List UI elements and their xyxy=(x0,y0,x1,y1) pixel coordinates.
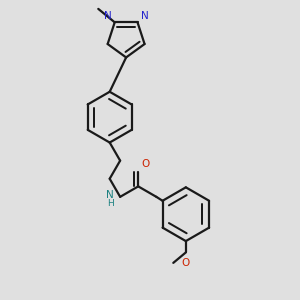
Text: N: N xyxy=(106,190,114,200)
Text: H: H xyxy=(107,199,114,208)
Text: N: N xyxy=(140,11,148,21)
Text: N: N xyxy=(104,11,112,21)
Text: O: O xyxy=(142,159,150,170)
Text: O: O xyxy=(182,258,190,268)
